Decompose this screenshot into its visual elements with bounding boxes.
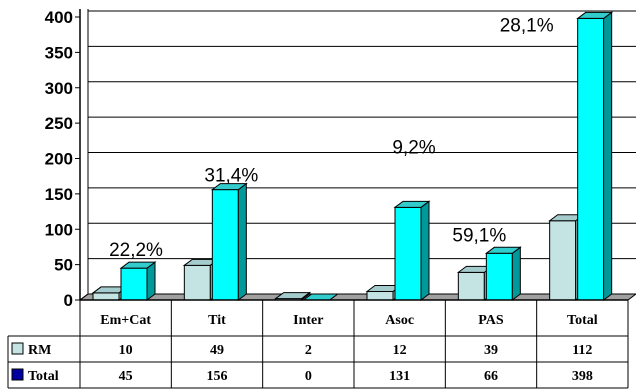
- bar-rm-top: [274, 292, 312, 300]
- y-tick-label: 350: [45, 43, 73, 62]
- percentage-annotation: 22,2%: [109, 240, 163, 261]
- table-cell-value: 2: [305, 343, 312, 358]
- y-tick-label: 250: [45, 114, 73, 133]
- bar-rm-front: [366, 291, 394, 301]
- bar-total-top: [484, 246, 522, 254]
- legend-label: RM: [28, 343, 51, 358]
- legend-swatch: [11, 342, 24, 355]
- legend-swatch: [11, 368, 24, 381]
- table-cell-value: 398: [572, 369, 593, 384]
- percentage-annotation: 28,1%: [500, 15, 554, 36]
- bar-total-top: [119, 261, 157, 269]
- category-label: Asoc: [385, 313, 414, 328]
- bar-rm-front: [92, 292, 120, 301]
- category-label: Tit: [208, 313, 226, 328]
- table-cell-value: 131: [389, 369, 410, 384]
- data-table: Em+Cat Tit Inter Asoc PAS Total RM 10 49 2 12 39 112…: [7, 299, 629, 389]
- axes: [79, 9, 89, 301]
- bar-total-front: [577, 17, 605, 301]
- table-cell-value: 156: [207, 369, 228, 384]
- bar-total-top: [210, 183, 248, 191]
- y-tick-label: 100: [45, 220, 73, 239]
- category-label: Total: [567, 313, 598, 328]
- table-cell-value: 45: [119, 369, 133, 384]
- bar-total: [484, 246, 522, 301]
- table-cell-value: 49: [210, 343, 224, 358]
- bar-total-side: [237, 182, 247, 301]
- table-cell-value: 66: [484, 369, 498, 384]
- y-axis-ticks: 0 50 100 150 200 250 300 350 400: [45, 8, 80, 310]
- bar-total-side: [603, 11, 613, 301]
- table-cell-value: 10: [119, 343, 133, 358]
- bar-total-side: [420, 200, 430, 301]
- bar-total: [210, 182, 248, 301]
- gridlines: [88, 10, 636, 295]
- annotations: 22,2% 31,4% 9,2% 59,1% 28,1%: [109, 15, 554, 261]
- bar-total-front: [120, 267, 148, 301]
- y-tick-label: 50: [54, 256, 73, 275]
- legend-label: Total: [28, 369, 59, 384]
- bars: [91, 11, 614, 301]
- bar-total-front: [485, 252, 513, 301]
- y-tick-label: 0: [64, 291, 73, 310]
- bar-total: [576, 11, 614, 301]
- percentage-annotation: 9,2%: [392, 137, 435, 158]
- bar-rm-front: [457, 271, 485, 301]
- y-tick-label: 300: [45, 79, 73, 98]
- bar-total-front: [211, 189, 239, 301]
- percentage-annotation: 59,1%: [452, 225, 506, 246]
- category-label: PAS: [478, 313, 504, 328]
- table-cell-value: 39: [484, 343, 498, 358]
- y-tick-label: 400: [45, 8, 73, 27]
- category-label: Em+Cat: [100, 313, 151, 328]
- bar-total-top: [576, 11, 614, 19]
- bar-total-top: [393, 200, 431, 208]
- y-tick-label: 200: [45, 150, 73, 169]
- bar-rm-front: [183, 264, 211, 301]
- y-axis-depth: [79, 293, 89, 301]
- bar-rm-front: [549, 220, 577, 301]
- bar-total: [119, 261, 157, 301]
- y-tick-label: 150: [45, 185, 73, 204]
- table-cell-value: 12: [393, 343, 407, 358]
- table-cell-value: 0: [305, 369, 312, 384]
- bar-total: [393, 200, 431, 301]
- table-cell-value: 112: [572, 343, 592, 358]
- bar-total-front: [394, 206, 422, 301]
- percentage-annotation: 31,4%: [204, 166, 258, 187]
- bar-total-side: [511, 246, 521, 301]
- category-label: Inter: [293, 313, 323, 328]
